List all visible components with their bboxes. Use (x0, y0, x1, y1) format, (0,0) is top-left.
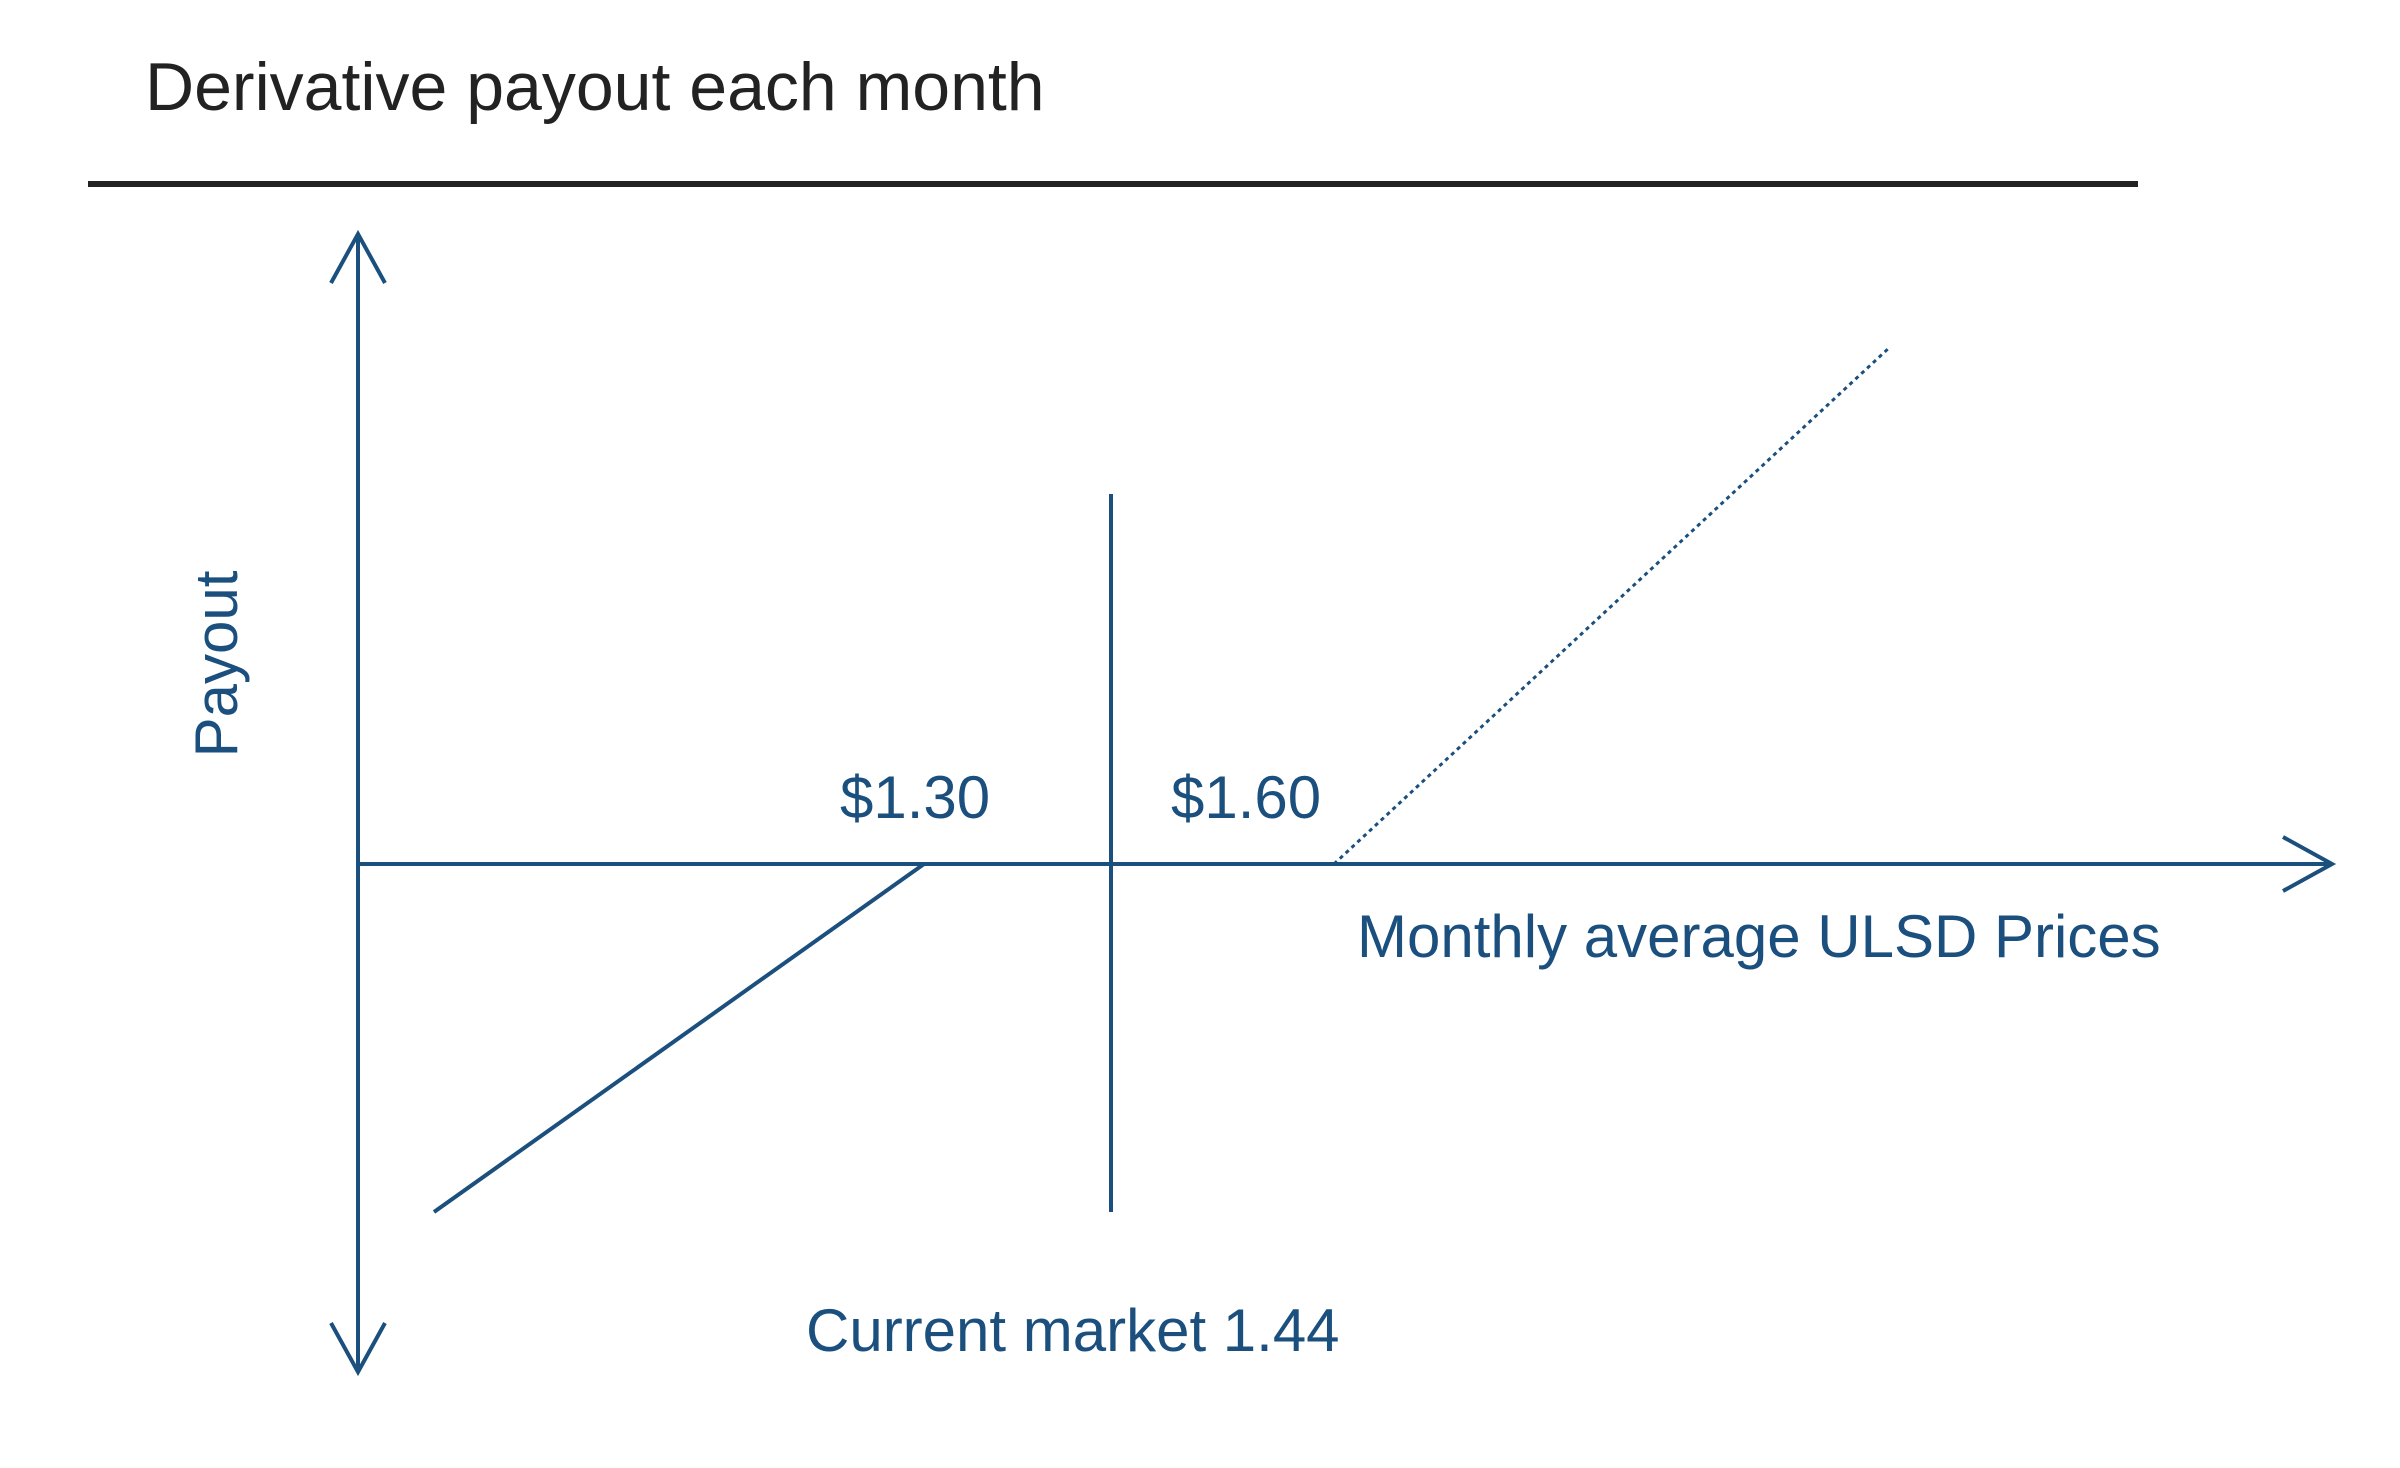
y-axis-up-arrowhead (329, 229, 387, 284)
x-axis-label: Monthly average ULSD Prices (1357, 903, 2161, 970)
lower-payout-line (432, 862, 926, 1214)
diagram-title: Derivative payout each month (145, 49, 1045, 125)
y-axis-label: Payout (183, 570, 250, 757)
upper-strike-label: $1.60 (1171, 764, 1321, 831)
x-axis-arrowhead (2282, 835, 2337, 893)
upper-payout-line (1332, 345, 1892, 866)
lower-strike-label: $1.30 (840, 764, 990, 831)
current-market-label: Current market 1.44 (806, 1297, 1340, 1364)
y-axis-down-arrowhead (329, 1322, 387, 1377)
